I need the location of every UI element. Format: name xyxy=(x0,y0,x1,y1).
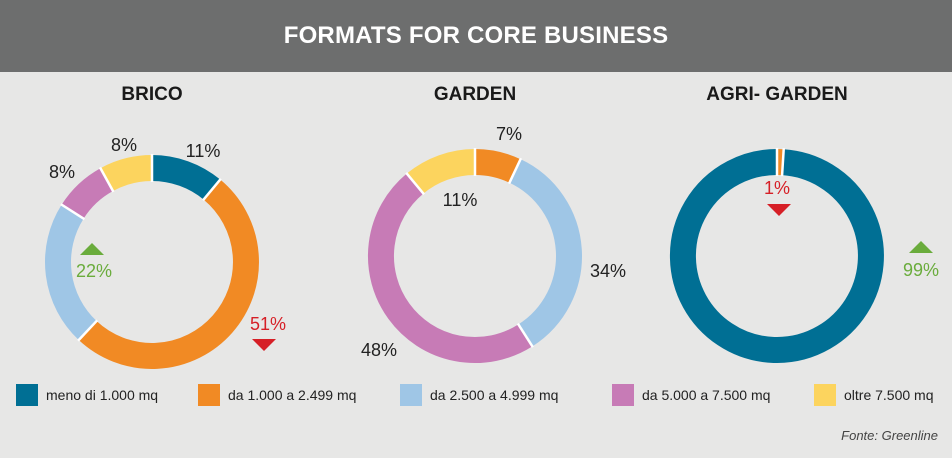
slice-separator xyxy=(516,322,534,348)
legend-swatch xyxy=(16,384,38,406)
data-label: 8% xyxy=(49,162,75,182)
chart-title-garden: GARDEN xyxy=(433,84,517,105)
legend-swatch xyxy=(814,384,836,406)
slice-separator xyxy=(98,166,115,193)
legend-item: da 2.500 a 4.999 mq xyxy=(400,384,558,406)
trend-down-icon xyxy=(252,339,276,351)
legend-item: da 1.000 a 2.499 mq xyxy=(198,384,356,406)
donut-slice xyxy=(61,168,114,220)
legend-label: da 2.500 a 4.999 mq xyxy=(430,387,559,403)
slice-separator xyxy=(780,148,786,177)
donut-slice xyxy=(406,149,476,194)
donut-slice xyxy=(669,149,884,363)
legend: meno di 1.000 mq da 1.000 a 2.499 mq da … xyxy=(16,384,946,410)
donut-slice xyxy=(509,159,582,347)
slice-separator xyxy=(507,157,523,185)
legend-item: meno di 1.000 mq xyxy=(16,384,158,406)
legend-swatch xyxy=(612,384,634,406)
data-label: 8% xyxy=(111,135,137,155)
slice-separator xyxy=(60,203,86,221)
data-label: 22% xyxy=(76,261,112,281)
data-label: 11% xyxy=(443,190,478,210)
data-label: 1% xyxy=(764,178,790,198)
chart-title-agri-garden: AGRI- GARDEN xyxy=(706,84,848,105)
donut-slice xyxy=(78,179,259,369)
data-label: 99% xyxy=(903,260,939,280)
donut-slice xyxy=(151,155,221,200)
data-label: 51% xyxy=(250,314,286,334)
trend-up-icon xyxy=(909,241,933,253)
legend-item: da 5.000 a 7.500 mq xyxy=(612,384,770,406)
source-note: Fonte: Greenline xyxy=(841,428,938,443)
legend-swatch xyxy=(198,384,220,406)
legend-swatch xyxy=(400,384,422,406)
trend-up-icon xyxy=(80,243,104,255)
legend-label: meno di 1.000 mq xyxy=(46,387,159,403)
legend-item: oltre 7.500 mq xyxy=(814,384,934,406)
donut-slice xyxy=(474,149,521,183)
chart-title-brico: BRICO xyxy=(121,84,183,105)
data-label: 7% xyxy=(496,124,522,144)
data-label: 48% xyxy=(361,340,397,360)
data-label: 34% xyxy=(590,261,626,281)
slice-separator xyxy=(202,177,222,202)
legend-label: oltre 7.500 mq xyxy=(844,387,934,403)
data-label: 11% xyxy=(186,141,221,161)
page-title: FORMATS FOR CORE BUSINESS xyxy=(283,22,669,49)
trend-down-icon xyxy=(767,204,791,216)
slice-separator xyxy=(77,319,99,342)
header-bar: FORMATS FOR CORE BUSINESS xyxy=(0,0,952,72)
legend-label: da 1.000 a 2.499 mq xyxy=(228,387,357,403)
donut-slice xyxy=(368,173,533,364)
slice-separator xyxy=(405,171,425,196)
donut-slice xyxy=(45,204,97,340)
donut-slice xyxy=(100,155,153,192)
legend-label: da 5.000 a 7.500 mq xyxy=(642,387,771,403)
